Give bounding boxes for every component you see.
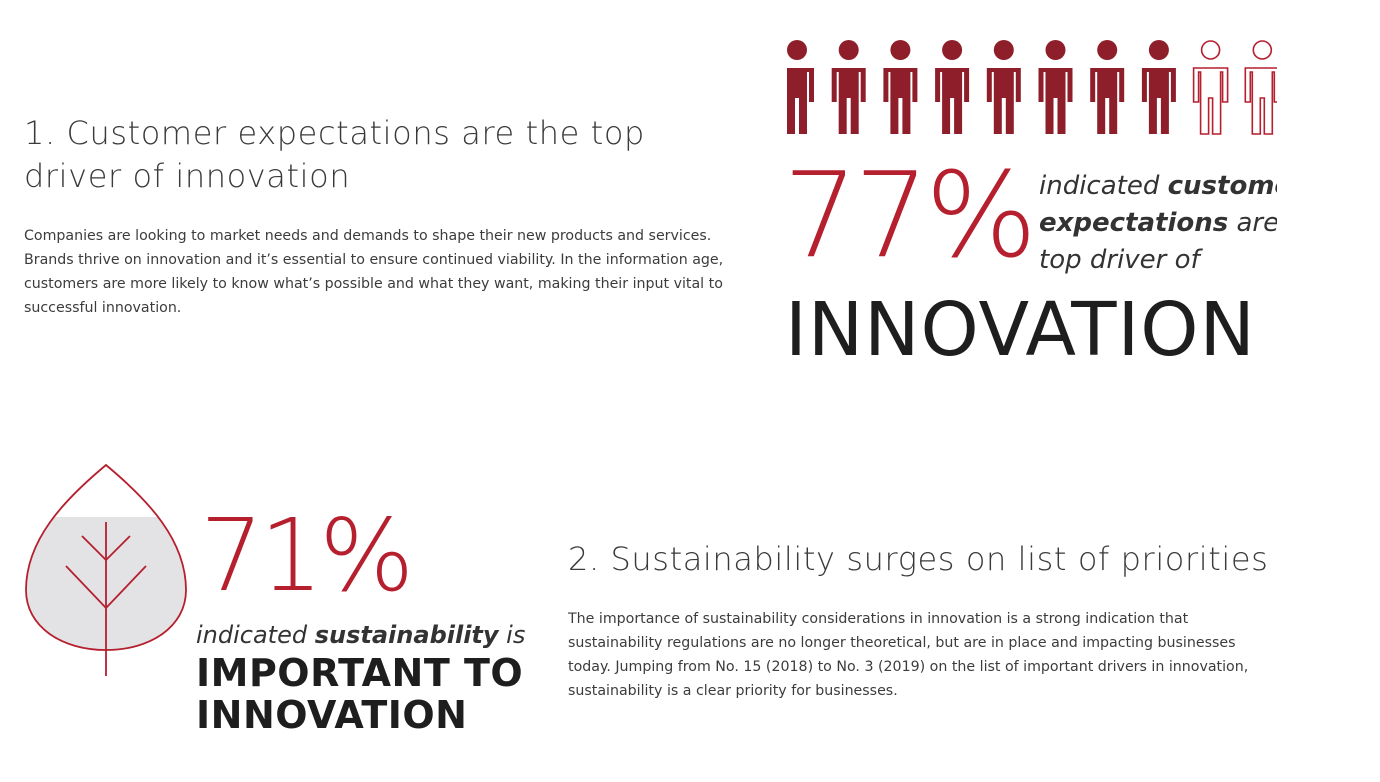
section-2-heading: 2. Sustainability surges on list of prio… [568, 540, 1269, 578]
person-filled-icon [883, 40, 918, 134]
big-line-1: IMPORTANT TO [196, 651, 524, 695]
important-to-innovation: IMPORTANT TO INNOVATION [196, 652, 536, 736]
person-filled-icon [935, 40, 970, 134]
big-line-2: INNOVATION [196, 693, 468, 737]
stat-2-prefix: indicated [196, 621, 315, 649]
section-2-body: The importance of sustainability conside… [568, 611, 1249, 699]
person-outline-icon [1244, 40, 1277, 135]
person-filled-icon [986, 40, 1021, 134]
customer-expectations-infographic: 77% indicated customer expectations are … [787, 38, 1277, 368]
stat-1-line1-bold: customer [1167, 171, 1277, 201]
section-1-body: Companies are looking to market needs an… [24, 228, 724, 316]
stat-2-suffix: is [498, 621, 526, 649]
stat-2-bold: sustainability [314, 621, 499, 649]
people-icon-row [787, 40, 1277, 135]
percent-77: 77% [787, 146, 1037, 284]
stat-1-line1-prefix: indicated [1039, 171, 1168, 201]
stat-1-line2-suffix: are a [1236, 208, 1277, 238]
leaf-icon [25, 463, 187, 676]
stat-1-line3: top driver of [1039, 245, 1200, 275]
sustainability-infographic: 71% indicated sustainability is IMPORTAN… [24, 462, 534, 752]
person-filled-icon [1090, 40, 1125, 134]
person-filled-icon [1141, 40, 1176, 134]
stat-2-caption: indicated sustainability is [196, 618, 536, 652]
innovation-word: INNOVATION [787, 287, 1256, 368]
percent-71: 71% [200, 497, 414, 614]
person-filled-icon [1038, 40, 1073, 134]
person-outline-icon [1192, 40, 1229, 135]
person-filled-icon [787, 40, 814, 134]
section-1-heading: 1. Customer expectations are the top dri… [24, 114, 645, 195]
stat-1-caption: indicated customer expectations are a to… [1039, 168, 1277, 279]
person-filled-icon [831, 40, 866, 134]
stat-1-line2-bold: expectations [1039, 208, 1229, 238]
